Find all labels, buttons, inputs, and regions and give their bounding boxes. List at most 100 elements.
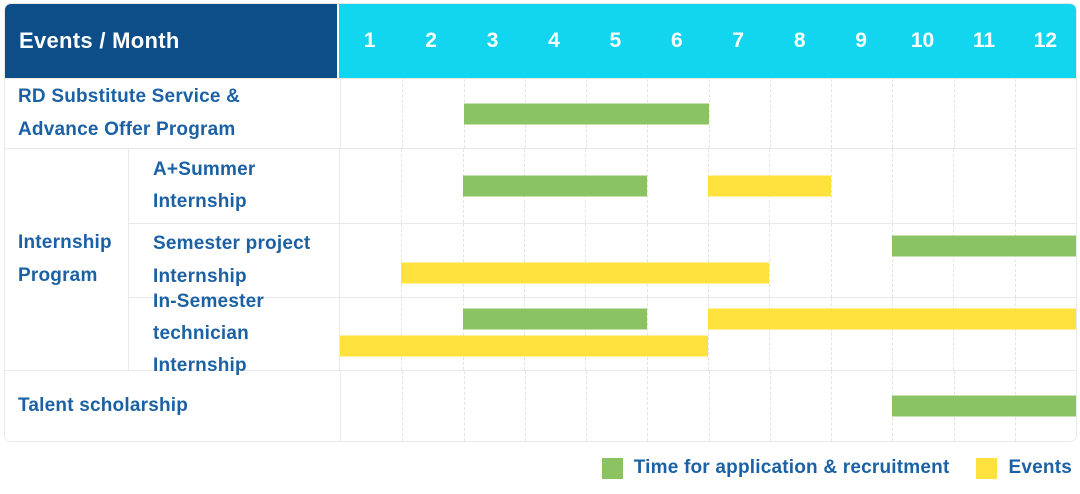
- timeline-cell-semester-project: [340, 224, 1076, 297]
- month-gridline: [708, 298, 709, 370]
- internship-program-group: Internship Program A+Summer Internship S…: [5, 148, 1076, 376]
- row-label-talent-scholarship: Talent scholarship: [5, 371, 341, 441]
- application-recruitment-bar: [892, 395, 1076, 417]
- legend-label: Events: [1008, 457, 1072, 478]
- month-header-2: 2: [425, 29, 437, 52]
- month-gridline: [953, 298, 955, 370]
- month-header-12: 12: [1033, 29, 1058, 52]
- month-gridline: [831, 371, 832, 441]
- month-gridline: [1014, 298, 1016, 370]
- month-gridline: [402, 371, 404, 441]
- month-gridline: [830, 298, 832, 370]
- row-label-line: A+Summer: [153, 158, 256, 180]
- month-header-9: 9: [855, 29, 867, 52]
- application-recruitment-bar: [462, 175, 647, 197]
- month-header-6: 6: [670, 29, 683, 52]
- month-header-4: 4: [548, 29, 560, 52]
- yellow-swatch-icon: [976, 457, 998, 479]
- month-header-11: 11: [972, 29, 996, 52]
- row-label-line: Internship: [153, 191, 247, 212]
- row-label-line: Advance Offer Program: [18, 118, 236, 140]
- row-label-line: Talent scholarship: [18, 394, 189, 416]
- month-header-8: 8: [793, 29, 806, 52]
- events-month-table: Events / Month 1 2 3 4 5 6 7 8 9 10 11 1…: [4, 3, 1077, 442]
- row-label-line: technician Internship: [153, 322, 249, 377]
- month-gridline: [402, 79, 404, 148]
- month-header-5: 5: [609, 29, 622, 52]
- legend-item-application-recruitment: Time for application & recruitment: [601, 457, 950, 479]
- table-row: Talent scholarship: [5, 370, 1076, 441]
- month-gridline: [646, 149, 648, 223]
- month-gridline: [708, 79, 710, 148]
- gantt-figure: Events / Month 1 2 3 4 5 6 7 8 9 10 11 1…: [4, 3, 1077, 479]
- application-recruitment-bar: [462, 308, 647, 330]
- table-row: RD Substitute Service & Advance Offer Pr…: [5, 78, 1076, 148]
- month-gridline: [646, 298, 648, 370]
- month-gridline: [708, 371, 710, 441]
- events-bar: [708, 308, 1076, 330]
- month-gridline: [831, 79, 832, 148]
- table-row: A+Summer Internship: [129, 149, 1076, 223]
- month-header-10: 10: [910, 29, 935, 52]
- month-header-strip: 1 2 3 4 5 6 7 8 9 10 11 12: [339, 4, 1076, 78]
- month-gridline: [830, 149, 832, 223]
- legend-item-events: Events: [976, 457, 1072, 479]
- timeline-cell-rd-substitute: [341, 79, 1076, 148]
- row-label-semester-project: Semester project Internship: [129, 224, 340, 297]
- group-label-internship-program: Internship Program: [5, 149, 129, 370]
- month-gridline: [1014, 149, 1016, 223]
- row-label-line: RD Substitute Service &: [18, 86, 241, 108]
- month-gridline: [462, 224, 464, 297]
- month-gridline: [769, 79, 771, 148]
- month-gridline: [524, 224, 525, 297]
- month-gridline: [769, 224, 771, 297]
- legend-label: Time for application & recruitment: [633, 457, 950, 478]
- month-gridline: [953, 149, 955, 223]
- application-recruitment-bar: [892, 235, 1076, 257]
- month-gridline: [585, 224, 587, 297]
- month-gridline: [463, 371, 465, 441]
- group-label-line: Internship: [18, 232, 112, 254]
- row-label-line: In-Semester: [153, 290, 264, 312]
- timeline-cell-a-plus-summer: [340, 149, 1076, 223]
- internship-program-subrows: A+Summer Internship Semester project Int…: [129, 149, 1076, 376]
- month-gridline: [585, 298, 587, 370]
- month-gridline: [524, 298, 525, 370]
- month-gridline: [953, 79, 955, 148]
- month-gridline: [892, 224, 893, 297]
- month-header-3: 3: [486, 29, 499, 52]
- table-row: In-Semester technician Internship: [129, 291, 1076, 376]
- timeline-cell-in-semester-technician: [340, 298, 1076, 370]
- month-gridline: [953, 224, 955, 297]
- month-gridline: [1014, 224, 1016, 297]
- month-gridline: [892, 298, 893, 370]
- events-bar: [401, 262, 770, 284]
- month-gridline: [401, 298, 403, 370]
- month-header-1: 1: [363, 29, 376, 52]
- month-gridline: [708, 224, 709, 297]
- month-gridline: [769, 298, 771, 370]
- row-label-line: Semester project: [153, 233, 311, 255]
- month-gridline: [646, 224, 648, 297]
- month-gridline: [1014, 79, 1016, 148]
- group-label-line: Program: [18, 264, 98, 286]
- legend: Time for application & recruitment Event…: [4, 457, 1077, 479]
- row-label-line: Internship: [153, 265, 247, 287]
- row-label-in-semester-technician: In-Semester technician Internship: [129, 291, 340, 376]
- green-swatch-icon: [601, 457, 623, 479]
- row-label-a-plus-summer: A+Summer Internship: [129, 149, 340, 223]
- table-header-row: Events / Month 1 2 3 4 5 6 7 8 9 10 11 1…: [5, 4, 1076, 78]
- application-recruitment-bar: [463, 103, 709, 124]
- events-bar: [340, 335, 708, 357]
- events-bar: [708, 175, 831, 197]
- month-gridline: [892, 79, 894, 148]
- row-label-rd-substitute: RD Substitute Service & Advance Offer Pr…: [5, 79, 341, 148]
- month-gridline: [401, 149, 403, 223]
- table-row: Semester project Internship: [129, 223, 1076, 297]
- month-gridline: [647, 371, 649, 441]
- month-gridline: [401, 224, 403, 297]
- month-gridline: [830, 224, 832, 297]
- month-gridline: [892, 149, 893, 223]
- month-gridline: [524, 371, 526, 441]
- month-header-7: 7: [732, 29, 745, 52]
